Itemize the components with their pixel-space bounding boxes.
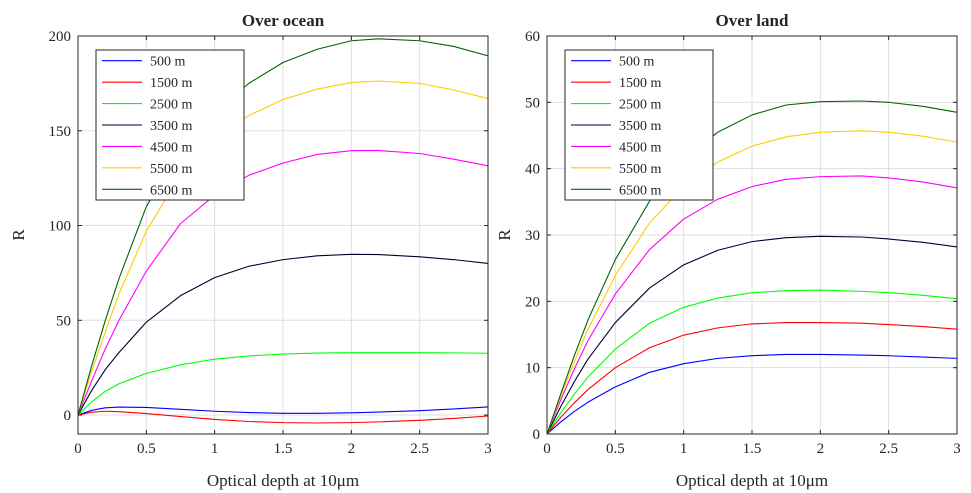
ocean-legend-label-3: 2500 m (150, 98, 193, 113)
land-y-tick-label: 0 (533, 427, 541, 443)
land-legend-label-7: 6500 m (619, 183, 662, 198)
ocean-chart-title: Over ocean (242, 11, 325, 30)
ocean-x-tick-label: 2.5 (410, 441, 429, 457)
land-series-line-6 (546, 130, 958, 435)
ocean-y-tick-label: 0 (64, 408, 72, 424)
land-x-tick-label: 2 (817, 441, 825, 457)
ocean-x-tick-label: 3 (484, 441, 492, 457)
ocean-legend-label-6: 5500 m (150, 162, 193, 177)
ocean-x-tick-label: 1.5 (274, 441, 293, 457)
ocean-legend-label-2: 1500 m (150, 76, 193, 91)
land-series-line-3 (546, 289, 958, 435)
ocean-legend-label-7: 6500 m (150, 183, 193, 198)
ocean-legend-label-5: 4500 m (150, 140, 193, 155)
ocean-x-tick-label: 0.5 (137, 441, 156, 457)
land-x-axis-label: Optical depth at 10μm (676, 471, 828, 490)
ocean-y-tick-label: 150 (49, 124, 72, 140)
ocean-y-tick-label: 100 (49, 219, 72, 235)
ocean-series-line-6 (77, 80, 489, 416)
land-x-tick-label: 0 (543, 441, 551, 457)
ocean-series-line-7 (77, 38, 489, 416)
ocean-series-line-1 (77, 406, 489, 416)
ocean-y-tick-label: 200 (49, 29, 72, 45)
land-legend-label-5: 4500 m (619, 140, 662, 155)
ocean-series-line-2 (77, 410, 489, 424)
land-y-tick-label: 50 (525, 95, 540, 111)
ocean-legend-label-1: 500 m (150, 55, 186, 70)
land-series-line-5 (546, 175, 958, 435)
ocean-y-tick-label: 50 (56, 313, 71, 329)
land-y-tick-label: 40 (525, 162, 540, 178)
land-series-line-1 (546, 353, 958, 435)
ocean-series-line-3 (77, 352, 489, 416)
land-legend-label-3: 2500 m (619, 98, 662, 113)
land-series-line-7 (546, 100, 958, 435)
land-x-tick-label: 1 (680, 441, 688, 457)
land-y-axis-label: R (495, 229, 514, 241)
ocean-series-line-5 (77, 149, 489, 416)
ocean-legend-label-4: 3500 m (150, 119, 193, 134)
ocean-x-axis-label: Optical depth at 10μm (207, 471, 359, 490)
land-legend-label-4: 3500 m (619, 119, 662, 134)
ocean-panel: 0 0.5 1 1.5 2 2.5 3 0 50 100 150 200 500 m 1500 m 2500… (9, 11, 492, 490)
land-legend-label-6: 5500 m (619, 162, 662, 177)
land-x-tick-label: 0.5 (606, 441, 625, 457)
land-legend-label-1: 500 m (619, 55, 655, 70)
land-y-tick-label: 60 (525, 29, 540, 45)
land-legend-label-2: 1500 m (619, 76, 662, 91)
ocean-y-axis-label: R (9, 229, 28, 241)
land-y-tick-label: 20 (525, 294, 540, 310)
land-x-tick-label: 3 (953, 441, 961, 457)
land-x-tick-label: 1.5 (743, 441, 762, 457)
land-series-line-2 (546, 322, 958, 435)
land-x-tick-label: 2.5 (879, 441, 898, 457)
land-chart-title: Over land (716, 11, 789, 30)
ocean-x-tick-label: 0 (74, 441, 82, 457)
land-series-line-4 (546, 235, 958, 435)
ocean-x-tick-label: 1 (211, 441, 219, 457)
land-y-tick-label: 30 (525, 228, 540, 244)
ocean-series-line-4 (77, 253, 489, 416)
ocean-x-tick-label: 2 (348, 441, 356, 457)
land-y-tick-label: 10 (525, 361, 540, 377)
